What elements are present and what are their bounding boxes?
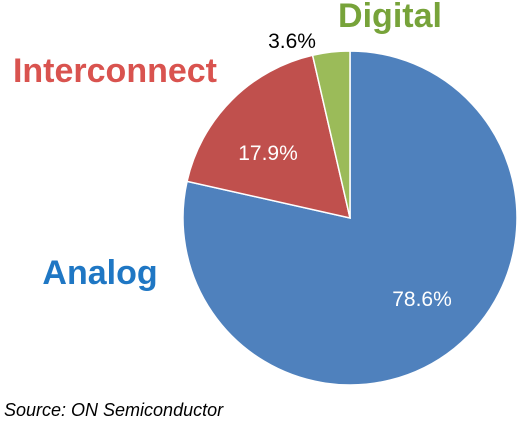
pie-slice-interconnect xyxy=(186,54,351,219)
category-label-interconnect: Interconnect xyxy=(13,52,217,90)
value-label-digital: 3.6% xyxy=(268,30,316,53)
value-label-interconnect: 17.9% xyxy=(238,142,298,165)
value-label-analog: 78.6% xyxy=(392,288,452,311)
category-label-analog: Analog xyxy=(42,254,157,292)
pie-slices xyxy=(182,50,518,386)
category-label-digital: Digital xyxy=(338,0,442,35)
source-note: Source: ON Semiconductor xyxy=(4,400,224,420)
pie-slice-digital xyxy=(311,50,351,219)
pie-labels: Analog Interconnect Digital 78.6% 17.9% 3.6% xyxy=(13,0,452,311)
